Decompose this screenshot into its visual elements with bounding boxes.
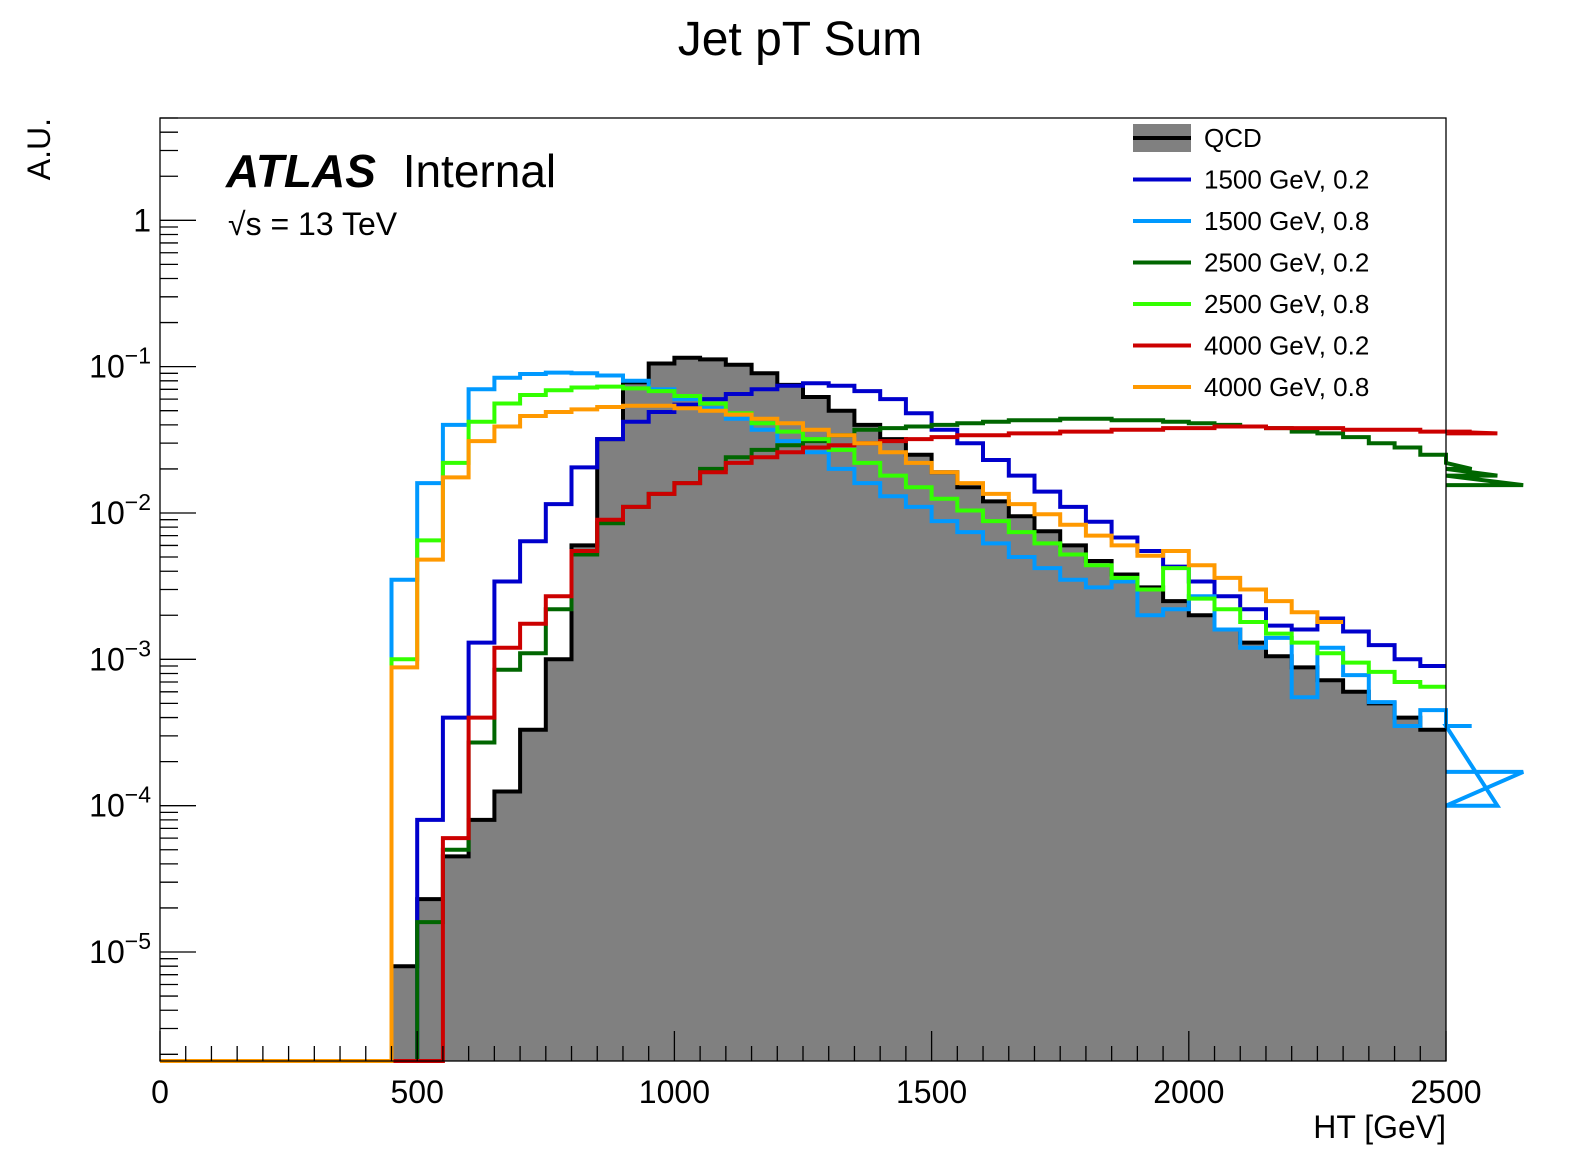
x-tick-label: 2500 [1410, 1074, 1481, 1110]
y-axis: 1 10−1 10−2 10−3 10−4 10−5 [89, 117, 196, 1055]
legend-label: QCD [1204, 123, 1262, 153]
legend-label: 4000 GeV, 0.2 [1204, 331, 1369, 361]
y-tick-label: 1 [133, 202, 151, 238]
x-tick-label: 500 [391, 1074, 444, 1110]
legend-item: 1500 GeV, 0.2 [1133, 165, 1369, 195]
x-tick-label: 2000 [1153, 1074, 1224, 1110]
y-tick-label: 10−2 [89, 489, 151, 531]
legend-item: 2500 GeV, 0.8 [1133, 289, 1369, 319]
y-axis-label: A.U. [21, 118, 57, 180]
series-fill-qcd [160, 357, 1446, 1061]
x-axis-label: HT [GeV] [1313, 1109, 1446, 1145]
legend-label: 2500 GeV, 0.2 [1204, 248, 1369, 278]
legend-label: 1500 GeV, 0.8 [1204, 206, 1369, 236]
legend-item: 1500 GeV, 0.8 [1133, 206, 1369, 236]
series-line-1 [160, 381, 1446, 1063]
legend: QCD 1500 GeV, 0.2 1500 GeV, 0.8 2500 GeV, 0… [1133, 123, 1369, 402]
x-axis: 0 500 1000 1500 2000 2500 [151, 1031, 1482, 1110]
legend-label: 4000 GeV, 0.8 [1204, 372, 1369, 402]
y-tick-label: 10−3 [89, 635, 151, 677]
atlas-label-bold: ATLAS [225, 145, 376, 197]
energy-label: √s = 13 TeV [228, 206, 398, 242]
y-tick-label: 10−5 [89, 928, 151, 970]
legend-item: 4000 GeV, 0.8 [1133, 372, 1369, 402]
histogram-fill-layer [160, 357, 1446, 1061]
legend-item: QCD [1133, 123, 1262, 153]
legend-item: 2500 GeV, 0.2 [1133, 248, 1369, 278]
chart-title: Jet pT Sum [678, 13, 923, 66]
series-line-4 [160, 384, 1446, 1063]
y-tick-label: 10−1 [89, 343, 151, 385]
legend-label: 2500 GeV, 0.8 [1204, 289, 1369, 319]
legend-item: 4000 GeV, 0.2 [1133, 331, 1369, 361]
atlas-status-label: Internal [403, 145, 556, 197]
legend-label: 1500 GeV, 0.2 [1204, 165, 1369, 195]
x-tick-label: 1500 [896, 1074, 967, 1110]
series-line-2 [160, 370, 1525, 1063]
x-tick-label: 1000 [639, 1074, 710, 1110]
y-tick-label: 10−4 [89, 782, 151, 824]
atlas-label: ATLAS Internal [225, 145, 556, 197]
histogram-lines-layer [160, 355, 1525, 1063]
x-tick-label: 0 [151, 1074, 169, 1110]
series-line-6 [160, 403, 1344, 1063]
